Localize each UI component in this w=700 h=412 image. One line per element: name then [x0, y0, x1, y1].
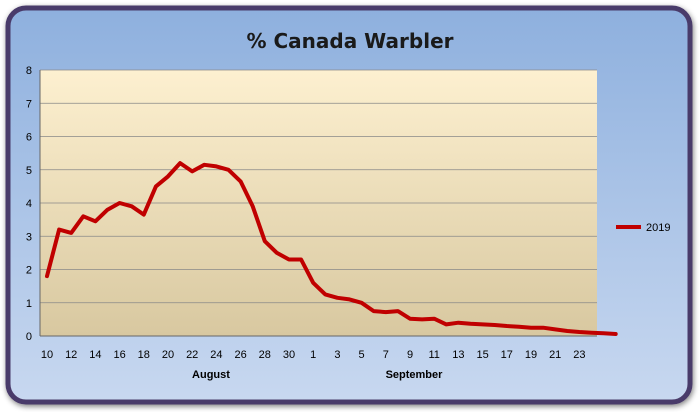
x-tick-label: 26	[234, 349, 246, 361]
x-tick-label: 7	[383, 349, 389, 361]
x-tick-label: 17	[501, 349, 513, 361]
x-tick-label: 16	[113, 349, 125, 361]
legend-label: 2019	[646, 222, 670, 234]
x-tick-label: 3	[334, 349, 340, 361]
y-axis: 0 1 2 3 4 5 6 7 8	[26, 65, 41, 343]
x-tick-label: 13	[452, 349, 464, 361]
x-tick-label: 19	[525, 349, 537, 361]
x-tick-label: 18	[138, 349, 150, 361]
month-label-september: September	[386, 369, 444, 381]
x-tick-label: 5	[359, 349, 365, 361]
gridlines	[40, 69, 597, 337]
x-tick-label: 1	[310, 349, 316, 361]
y-tick-label: 5	[26, 165, 32, 177]
x-tick-label: 30	[283, 349, 295, 361]
y-tick-label: 8	[26, 65, 32, 77]
x-tick-label: 21	[549, 349, 561, 361]
x-tick-label: 28	[259, 349, 271, 361]
y-tick-label: 1	[26, 298, 32, 310]
x-tick-label: 12	[65, 349, 77, 361]
y-tick-label: 3	[26, 231, 32, 243]
y-tick-label: 0	[26, 331, 32, 343]
series-line-2019	[45, 161, 618, 336]
x-tick-label: 20	[162, 349, 174, 361]
x-tick-label: 9	[407, 349, 413, 361]
x-tick-label: 10	[41, 349, 53, 361]
y-tick-label: 7	[26, 98, 32, 110]
y-tick-label: 4	[26, 198, 32, 210]
month-label-august: August	[192, 369, 230, 381]
x-tick-label: 14	[89, 349, 101, 361]
series-2019	[45, 161, 618, 336]
y-tick-label: 2	[26, 265, 32, 277]
x-tick-label: 11	[428, 349, 439, 361]
x-tick-label: 22	[186, 349, 198, 361]
x-axis: 10 12 14 16 18 20 22 24 26 28 30 1 3 5 7 9 11 13 15 17 19 21 2…	[40, 335, 597, 361]
chart-title: % Canada Warbler	[247, 29, 454, 53]
x-tick-label: 23	[573, 349, 585, 361]
x-tick-label: 15	[476, 349, 488, 361]
x-tick-label: 24	[210, 349, 222, 361]
legend: 2019	[616, 222, 670, 234]
y-tick-label: 6	[26, 132, 32, 144]
